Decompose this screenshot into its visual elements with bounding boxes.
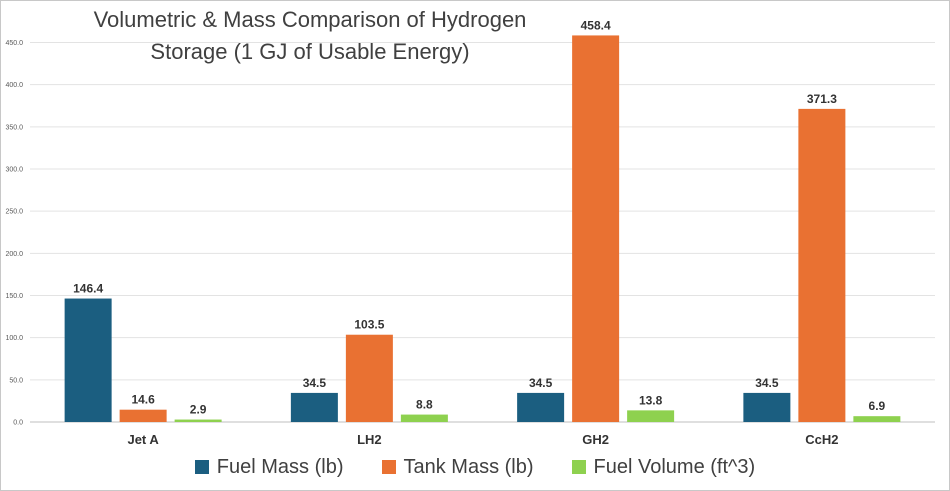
bar [64,298,112,422]
bar [627,410,675,422]
data-label: 103.5 [354,318,384,332]
data-labels: 146.4 14.6 2.9 34.5 103.5 8.8 34.5 458.4 13.8 34.… [73,18,885,416]
x-tick-label: LH2 [357,432,382,447]
legend-label: Tank Mass (lb) [403,455,534,478]
legend-label: Fuel Volume (ft^3) [593,455,756,478]
bar [798,108,846,422]
data-label: 371.3 [807,92,837,106]
x-tick-label: Jet A [127,432,159,447]
data-label: 34.5 [755,376,779,390]
data-label: 6.9 [869,399,886,413]
bar [400,414,448,422]
data-label: 14.6 [131,393,155,407]
chart-title: Volumetric & Mass Comparison of Hydrogen… [93,7,527,64]
legend-item: Tank Mass (lb) [381,455,534,479]
y-tick-label: 100.0 [5,335,23,342]
x-axis: Jet A LH2 GH2 CcH2 [127,432,838,447]
y-tick-label: 300.0 [5,167,23,174]
data-label: 2.9 [190,403,207,417]
data-label: 146.4 [73,282,103,296]
bar [119,409,167,422]
legend-label: Fuel Mass (lb) [216,455,344,478]
x-tick-label: CcH2 [805,432,838,447]
y-tick-label: 150.0 [5,293,23,300]
bar [572,35,620,423]
bar [743,392,791,422]
legend: Fuel Mass (lb) Tank Mass (lb) Fuel Volume … [0,452,950,482]
y-tick-label: 0.0 [13,420,23,427]
bar [517,392,565,422]
y-tick-label: 450.0 [5,40,23,47]
legend-swatch [381,460,396,474]
x-tick-label: GH2 [582,432,609,447]
data-label: 13.8 [639,393,663,407]
y-tick-label: 200.0 [5,251,23,258]
bars [64,35,901,423]
bar [345,334,393,422]
data-label: 8.8 [416,398,433,412]
bar [290,392,338,422]
legend-item: Fuel Volume (ft^3) [571,455,756,479]
y-axis: 0.0 50.0 100.0 150.0 200.0 250.0 300.0 350.0 400… [5,40,23,426]
bar [853,416,901,422]
bar [174,419,222,422]
y-tick-label: 50.0 [9,377,23,384]
data-label: 34.5 [529,376,553,390]
data-label: 458.4 [581,18,611,32]
y-tick-label: 350.0 [5,124,23,131]
legend-swatch [194,460,209,474]
data-label: 34.5 [303,376,327,390]
legend-item: Fuel Mass (lb) [194,455,344,479]
y-tick-label: 400.0 [5,82,23,89]
legend-swatch [571,460,586,474]
y-tick-label: 250.0 [5,209,23,216]
